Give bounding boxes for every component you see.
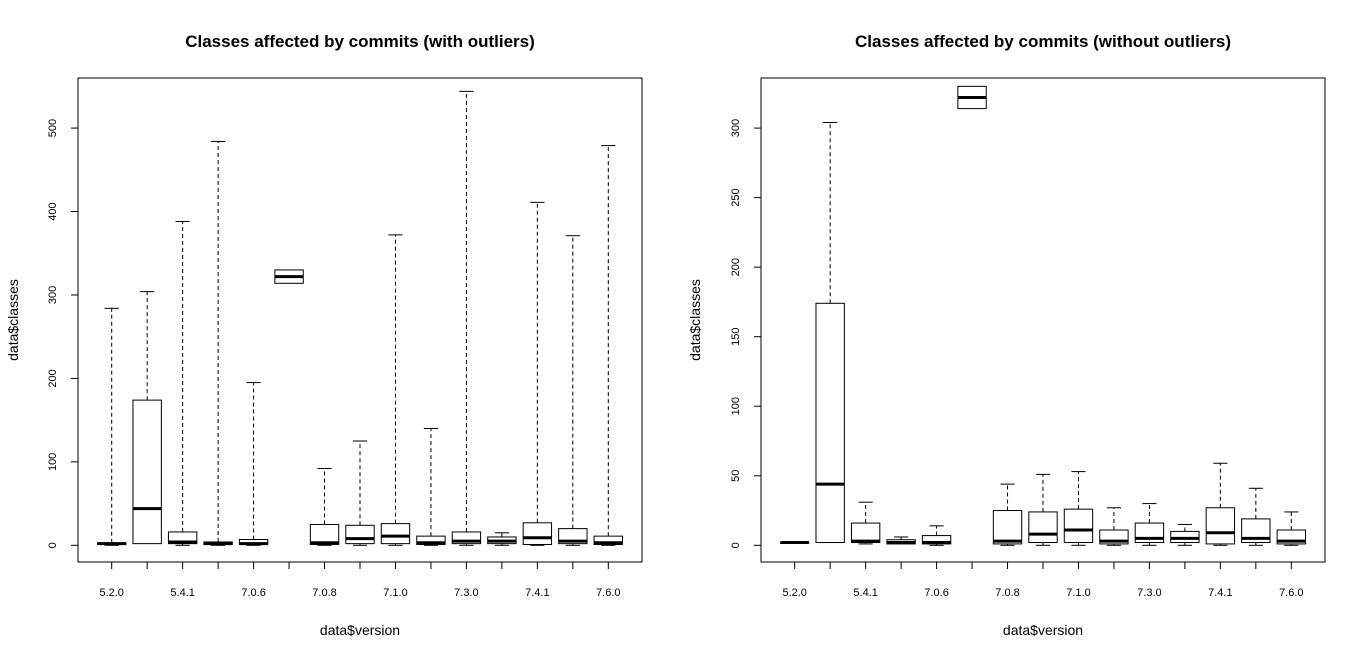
box-group: [1170, 523, 1200, 546]
x-tick-label: 7.0.8: [312, 587, 336, 599]
box-group: [132, 291, 162, 545]
x-tick-label: 7.6.0: [1279, 587, 1303, 599]
y-tick-label: 0: [730, 542, 742, 548]
box-group: [274, 269, 304, 284]
box: [380, 523, 411, 545]
box-group: [451, 90, 482, 546]
box: [345, 524, 375, 545]
y-axis-title: data$classes: [5, 279, 21, 361]
box-group: [1134, 503, 1165, 546]
y-tick-label: 200: [47, 369, 59, 387]
y-tick-label: 50: [730, 470, 742, 482]
box-group: [309, 468, 340, 546]
box-group: [345, 440, 375, 546]
boxplot-panel-without-outliers: Classes affected by commits (without out…: [687, 32, 1326, 638]
box-group: [238, 382, 269, 546]
x-tick-label: 7.4.1: [1208, 587, 1232, 599]
box: [451, 531, 482, 545]
box: [132, 399, 162, 545]
box-group: [1205, 462, 1236, 546]
box-group: [593, 145, 623, 546]
box: [992, 510, 1023, 545]
y-tick-label: 250: [730, 188, 742, 206]
box-group: [1028, 473, 1058, 546]
y-tick-label: 500: [47, 119, 59, 137]
x-tick-label: 7.3.0: [1137, 587, 1161, 599]
x-tick-label: 7.0.8: [995, 587, 1019, 599]
box-group: [97, 307, 127, 546]
box-group: [921, 525, 952, 546]
box: [167, 531, 198, 545]
x-tick-label: 5.2.0: [782, 587, 806, 599]
box-group: [815, 122, 845, 544]
box-group: [780, 541, 810, 545]
x-tick-label: 7.0.6: [241, 587, 265, 599]
box: [522, 522, 553, 545]
y-tick-label: 300: [47, 286, 59, 304]
chart-title: Classes affected by commits (without out…: [855, 32, 1231, 51]
box-group: [850, 501, 881, 545]
x-tick-label: 7.0.6: [924, 587, 948, 599]
box-group: [558, 235, 588, 546]
y-tick-label: 150: [730, 328, 742, 346]
x-axis-title: data$version: [320, 622, 400, 638]
x-tick-label: 5.4.1: [853, 587, 877, 599]
y-tick-label: 400: [47, 202, 59, 220]
box-group: [167, 221, 198, 546]
y-tick-label: 0: [47, 542, 59, 548]
box-group: [886, 536, 916, 545]
box: [1063, 508, 1094, 544]
y-axis-title: data$classes: [687, 279, 703, 361]
x-tick-label: 7.3.0: [454, 587, 478, 599]
box: [416, 535, 446, 545]
x-tick-label: 5.4.1: [170, 587, 194, 599]
x-axis-title: data$version: [1003, 622, 1083, 638]
box-group: [416, 427, 446, 546]
y-tick-label: 200: [730, 258, 742, 276]
box-group: [487, 532, 517, 546]
box: [1241, 518, 1271, 544]
box-group: [1241, 487, 1271, 546]
box: [309, 523, 340, 545]
boxplot-panel-with-outliers: Classes affected by commits (with outlie…: [5, 32, 643, 638]
x-tick-label: 5.2.0: [99, 587, 123, 599]
box: [850, 522, 881, 544]
y-tick-label: 100: [730, 397, 742, 415]
box-group: [1276, 511, 1306, 546]
box: [815, 302, 845, 544]
x-tick-label: 7.1.0: [1066, 587, 1090, 599]
x-tick-label: 7.4.1: [525, 587, 549, 599]
box-group: [957, 85, 987, 110]
box: [593, 535, 623, 545]
box-group: [522, 201, 553, 546]
y-tick-label: 100: [47, 453, 59, 471]
box-group: [203, 140, 233, 546]
box: [1205, 507, 1236, 545]
box-group: [1099, 507, 1129, 546]
box-group: [992, 483, 1023, 546]
y-tick-label: 300: [730, 119, 742, 137]
box: [1028, 511, 1058, 544]
box-group: [1063, 471, 1094, 546]
x-tick-label: 7.1.0: [383, 587, 407, 599]
x-tick-label: 7.6.0: [596, 587, 620, 599]
box-group: [380, 234, 411, 546]
chart-title: Classes affected by commits (with outlie…: [185, 32, 535, 51]
